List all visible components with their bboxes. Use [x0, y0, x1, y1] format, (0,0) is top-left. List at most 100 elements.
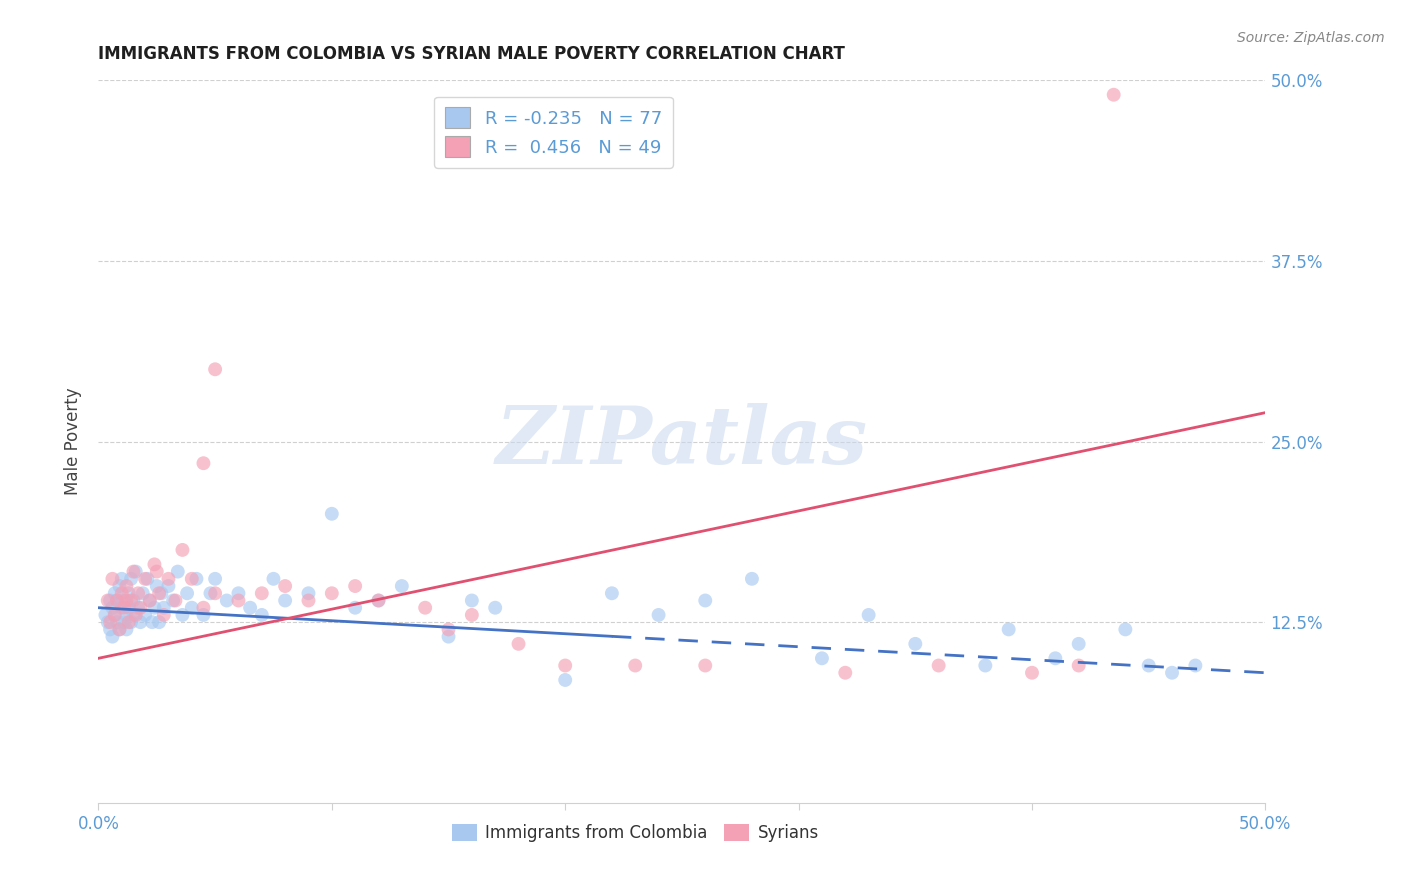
Point — [367, 593, 389, 607]
Point — [111, 600, 134, 615]
Point — [262, 572, 284, 586]
Point — [215, 593, 238, 607]
Point — [297, 593, 319, 607]
Point — [118, 615, 141, 630]
Point — [484, 600, 506, 615]
Point — [120, 593, 142, 607]
Point — [129, 600, 152, 615]
Point — [112, 600, 135, 615]
Point — [176, 586, 198, 600]
Point — [180, 572, 202, 586]
Point — [112, 615, 135, 630]
Point — [118, 600, 141, 615]
Point — [508, 637, 530, 651]
Point — [200, 586, 222, 600]
Y-axis label: Male Poverty: Male Poverty — [65, 388, 83, 495]
Point — [94, 607, 117, 622]
Point — [997, 623, 1019, 637]
Point — [193, 600, 215, 615]
Point — [554, 658, 576, 673]
Point — [105, 615, 128, 630]
Point — [1021, 665, 1043, 680]
Point — [157, 579, 180, 593]
Point — [180, 600, 202, 615]
Point — [554, 673, 576, 687]
Point — [132, 586, 155, 600]
Point — [166, 565, 188, 579]
Point — [125, 607, 148, 622]
Point — [111, 572, 134, 586]
Point — [834, 665, 856, 680]
Point — [437, 630, 460, 644]
Point — [172, 607, 194, 622]
Point — [143, 558, 166, 572]
Point — [461, 607, 484, 622]
Point — [239, 600, 262, 615]
Point — [624, 658, 647, 673]
Point — [115, 579, 138, 593]
Point — [134, 607, 156, 622]
Point — [139, 593, 162, 607]
Point — [250, 607, 273, 622]
Point — [228, 593, 250, 607]
Point — [108, 623, 131, 637]
Legend: Immigrants from Colombia, Syrians: Immigrants from Colombia, Syrians — [446, 817, 825, 848]
Point — [1067, 658, 1090, 673]
Point — [413, 600, 436, 615]
Point — [172, 542, 194, 557]
Point — [695, 593, 717, 607]
Point — [1161, 665, 1184, 680]
Point — [904, 637, 927, 651]
Point — [108, 579, 131, 593]
Point — [297, 586, 319, 600]
Point — [274, 593, 297, 607]
Point — [104, 607, 127, 622]
Point — [112, 593, 135, 607]
Point — [139, 593, 162, 607]
Point — [811, 651, 834, 665]
Point — [101, 630, 124, 644]
Point — [1184, 658, 1206, 673]
Point — [101, 600, 124, 615]
Point — [150, 586, 173, 600]
Point — [115, 623, 138, 637]
Point — [143, 600, 166, 615]
Point — [98, 593, 121, 607]
Point — [193, 607, 215, 622]
Point — [105, 593, 128, 607]
Point — [250, 586, 273, 600]
Point — [122, 565, 145, 579]
Point — [437, 623, 460, 637]
Point — [127, 586, 149, 600]
Text: ZIPatlas: ZIPatlas — [496, 403, 868, 480]
Point — [391, 579, 413, 593]
Point — [1137, 658, 1160, 673]
Point — [120, 572, 142, 586]
Point — [344, 579, 367, 593]
Point — [1102, 87, 1125, 102]
Point — [228, 586, 250, 600]
Point — [974, 658, 997, 673]
Point — [122, 607, 145, 622]
Point — [1045, 651, 1067, 665]
Point — [115, 607, 138, 622]
Point — [134, 572, 156, 586]
Point — [98, 623, 121, 637]
Point — [367, 593, 389, 607]
Point — [204, 572, 226, 586]
Point — [344, 600, 367, 615]
Point — [101, 572, 124, 586]
Point — [97, 615, 120, 630]
Point — [97, 593, 120, 607]
Point — [148, 586, 170, 600]
Point — [141, 615, 163, 630]
Point — [858, 607, 880, 622]
Point — [162, 593, 184, 607]
Point — [741, 572, 763, 586]
Point — [98, 615, 121, 630]
Point — [129, 615, 152, 630]
Point — [461, 593, 484, 607]
Point — [104, 586, 127, 600]
Point — [274, 579, 297, 593]
Point — [321, 586, 343, 600]
